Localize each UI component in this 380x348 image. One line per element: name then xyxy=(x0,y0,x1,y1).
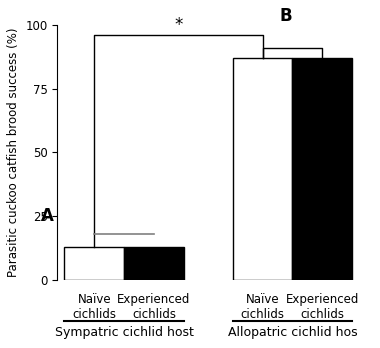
Bar xyxy=(233,58,292,280)
Bar xyxy=(65,247,124,280)
Text: *: * xyxy=(174,16,183,34)
Text: Allopatric cichlid hos: Allopatric cichlid hos xyxy=(228,326,357,339)
Text: Experienced
cichlids: Experienced cichlids xyxy=(117,293,191,321)
Bar xyxy=(292,58,352,280)
Y-axis label: Parasitic cuckoo catfish brood success (%): Parasitic cuckoo catfish brood success (… xyxy=(7,27,20,277)
Text: A: A xyxy=(41,207,54,225)
Text: Sympatric cichlid host: Sympatric cichlid host xyxy=(55,326,193,339)
Bar xyxy=(124,247,184,280)
Text: Experienced
cichlids: Experienced cichlids xyxy=(285,293,359,321)
Text: Naïve
cichlids: Naïve cichlids xyxy=(72,293,116,321)
Text: Naïve
cichlids: Naïve cichlids xyxy=(241,293,285,321)
Text: B: B xyxy=(279,7,292,25)
